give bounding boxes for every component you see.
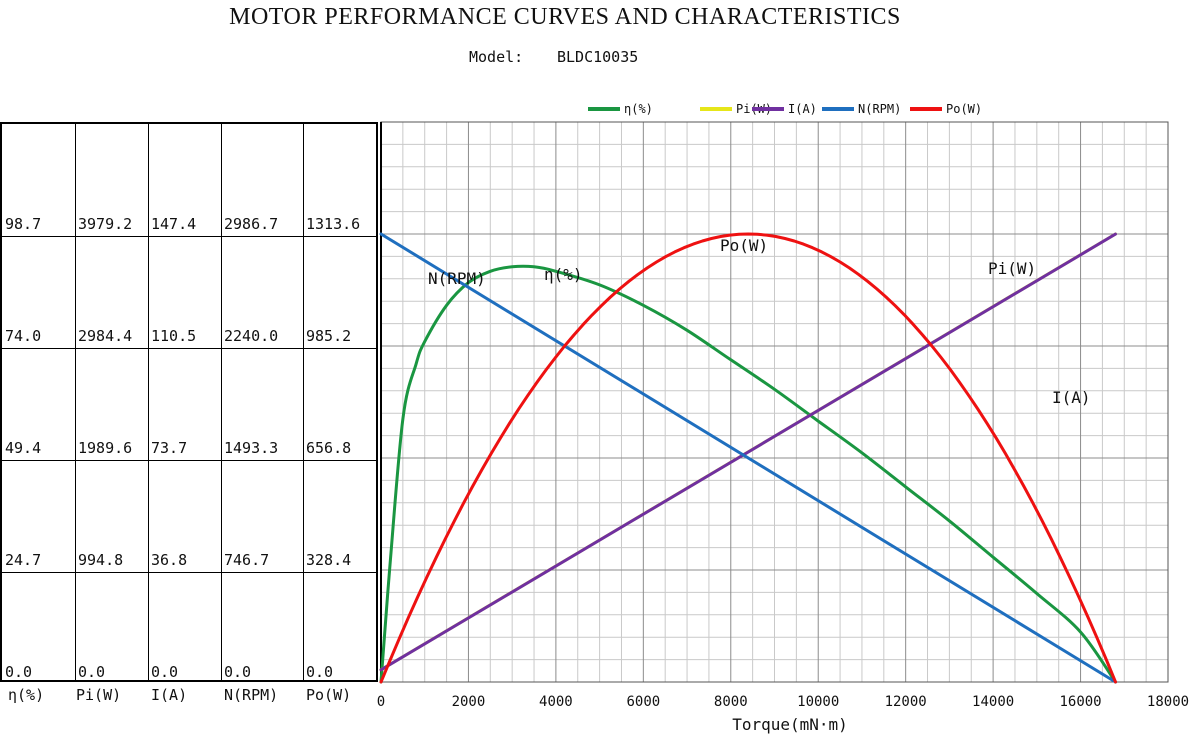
scale-table: 98.7 3979.2 147.4 2986.7 1313.6 74.0 2984.4 110… — [0, 122, 378, 682]
x-tick-label: 16000 — [1059, 694, 1101, 710]
table-cell: 0.0 — [224, 663, 252, 681]
x-tick-label: 18000 — [1147, 694, 1189, 710]
plot-grid — [380, 121, 1169, 683]
table-column-header: Po(W) — [306, 686, 352, 704]
table-cell: 3979.2 — [78, 215, 133, 233]
legend-label: Po(W) — [946, 102, 982, 116]
plot-series — [379, 232, 1117, 684]
table-cell: 73.7 — [151, 439, 188, 457]
legend-label: N(RPM) — [858, 102, 901, 116]
curve-label: I(A) — [1052, 388, 1091, 407]
table-column-header: N(RPM) — [224, 686, 279, 704]
table-cell: 1989.6 — [78, 439, 133, 457]
table-cell: 2986.7 — [224, 215, 279, 233]
x-axis: 0 2000 4000 6000 8000 10000 12000 14000 16000 180… — [377, 694, 1189, 734]
x-tick-label: 14000 — [972, 694, 1014, 710]
curve-label: N(RPM) — [428, 269, 486, 288]
legend: η(%)Pi(W)I(A)N(RPM)Po(W) — [588, 102, 982, 116]
table-cell: 110.5 — [151, 327, 197, 345]
table-cell: 24.7 — [5, 551, 42, 569]
table-cell: 994.8 — [78, 551, 124, 569]
table-cell: 2240.0 — [224, 327, 279, 345]
table-row-divider — [2, 348, 376, 349]
curve-labels: η(%) Pi(W) I(A) N(RPM) Po(W) — [428, 236, 1091, 407]
table-cell: 656.8 — [306, 439, 352, 457]
table-row-divider — [2, 236, 376, 237]
table-row-divider — [2, 460, 376, 461]
x-axis-title: Torque(mN·m) — [732, 715, 848, 734]
x-tick-label: 4000 — [539, 694, 573, 710]
table-cell: 1493.3 — [224, 439, 279, 457]
curve-label: η(%) — [544, 265, 583, 284]
curve-label: Po(W) — [720, 236, 768, 255]
table-cell: 1313.6 — [306, 215, 361, 233]
series-line-pow — [379, 232, 1117, 684]
series-line-nrpm — [379, 232, 1117, 684]
table-cell: 49.4 — [5, 439, 42, 457]
table-cell: 328.4 — [306, 551, 352, 569]
x-tick-label: 6000 — [626, 694, 660, 710]
table-cell: 36.8 — [151, 551, 188, 569]
series-line-ia — [379, 232, 1117, 672]
model-label: Model: — [469, 48, 524, 66]
table-cell: 746.7 — [224, 551, 270, 569]
x-tick-label: 10000 — [797, 694, 839, 710]
table-cell: 0.0 — [5, 663, 33, 681]
table-column-divider — [221, 124, 222, 680]
legend-label: I(A) — [788, 102, 817, 116]
table-column-divider — [148, 124, 149, 680]
table-cell: 147.4 — [151, 215, 197, 233]
table-cell: 0.0 — [151, 663, 179, 681]
series-line- — [379, 264, 1117, 684]
table-column-divider — [303, 124, 304, 680]
table-cell: 985.2 — [306, 327, 352, 345]
x-tick-label: 12000 — [885, 694, 927, 710]
table-column-header: η(%) — [8, 686, 45, 704]
chart-title: MOTOR PERFORMANCE CURVES AND CHARACTERIS… — [229, 4, 901, 30]
table-cell: 2984.4 — [78, 327, 133, 345]
table-cell: 98.7 — [5, 215, 42, 233]
legend-label: η(%) — [624, 102, 653, 116]
table-column-divider — [75, 124, 76, 680]
x-tick-label: 2000 — [452, 694, 486, 710]
model-value: BLDC10035 — [557, 48, 639, 66]
table-cell: 74.0 — [5, 327, 42, 345]
x-tick-label: 8000 — [714, 694, 748, 710]
x-tick-label: 0 — [377, 694, 385, 710]
table-column-header: I(A) — [151, 686, 188, 704]
table-cell: 0.0 — [78, 663, 106, 681]
table-cell: 0.0 — [306, 663, 334, 681]
table-column-header: Pi(W) — [76, 686, 122, 704]
curve-label: Pi(W) — [988, 259, 1036, 278]
table-row-divider — [2, 572, 376, 573]
